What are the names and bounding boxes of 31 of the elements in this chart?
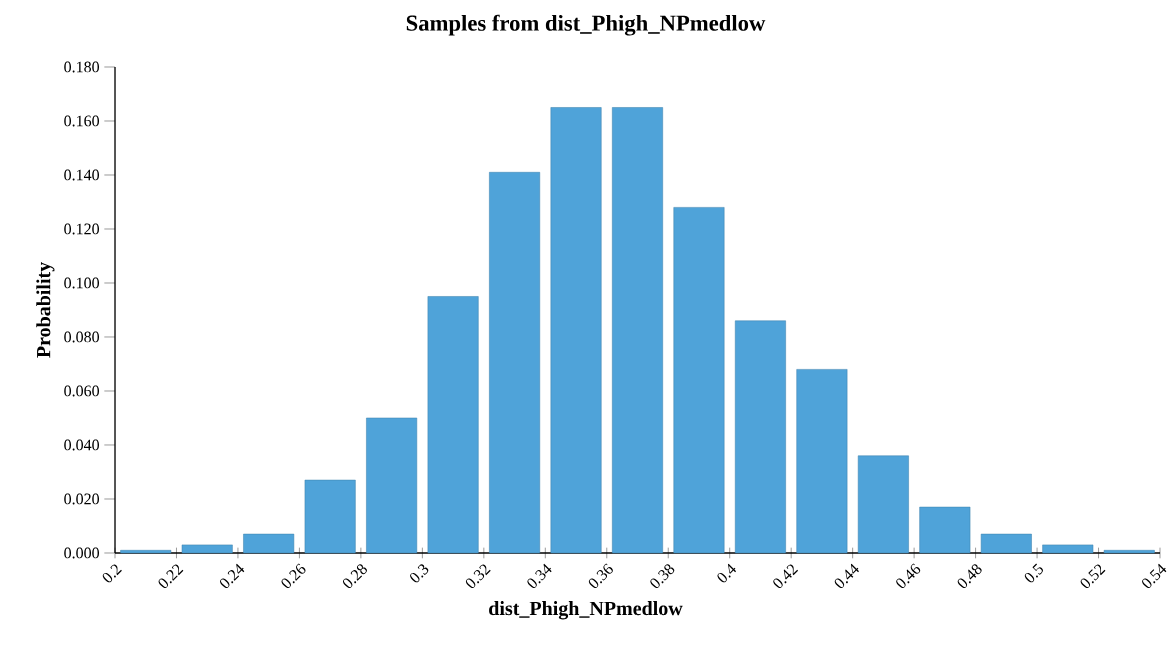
x-tick-label: 0.26	[281, 563, 306, 588]
x-tick-label: 0.4	[717, 563, 737, 583]
y-tick-label: 0.000	[64, 547, 100, 559]
x-tick-label: 0.42	[773, 564, 799, 588]
x-tick-label: 0.5	[1024, 563, 1043, 583]
y-tick-label: 0.020	[64, 493, 100, 505]
x-tick-label: 0.34	[527, 563, 552, 588]
x-tick-label: 0.3	[410, 564, 429, 583]
x-tick-label: 0.46	[896, 563, 921, 588]
x-tick-label: 0.54	[1142, 563, 1167, 588]
x-tick-label: 0.52	[1080, 564, 1106, 588]
x-tick-label: 0.38	[650, 564, 675, 588]
chart-title: Samples from dist_Phigh_NPmedlow	[406, 14, 766, 36]
x-tick-label: 0.24	[220, 563, 245, 588]
y-tick-label: 0.120	[64, 223, 100, 235]
x-tick-label: 0.2	[102, 564, 122, 583]
y-tick-label: 0.140	[64, 169, 100, 181]
y-tick-label: 0.160	[64, 115, 100, 127]
y-axis-title: Probability	[36, 262, 55, 358]
y-tick-label: 0.040	[64, 439, 100, 451]
y-tick-label: 0.180	[64, 61, 100, 73]
x-tick-label: 0.36	[588, 563, 613, 588]
x-tick-label: 0.44	[834, 563, 859, 588]
x-tick-label: 0.32	[465, 564, 491, 588]
x-tick-label: 0.48	[957, 564, 982, 588]
y-tick-label: 0.080	[64, 331, 100, 343]
x-tick-label: 0.28	[343, 564, 367, 588]
x-tick-label: 0.22	[158, 564, 184, 588]
y-tick-label: 0.060	[64, 385, 100, 397]
x-axis-title: dist_Phigh_NPmedlow	[489, 601, 683, 620]
y-tick-label: 0.100	[64, 277, 100, 289]
